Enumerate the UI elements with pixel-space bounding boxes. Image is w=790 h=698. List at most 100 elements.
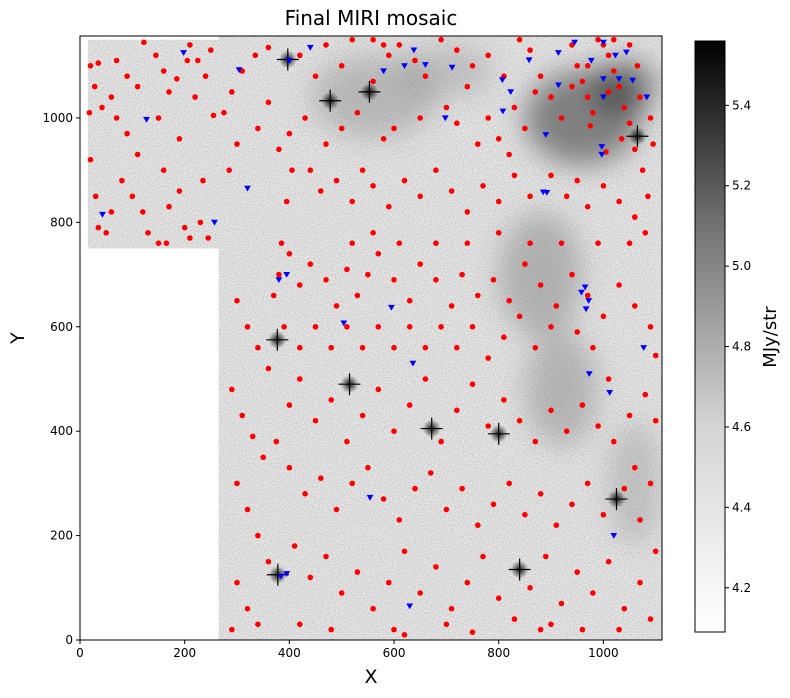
data-point-circle — [537, 282, 544, 288]
data-point-circle — [579, 402, 586, 408]
data-point-circle — [255, 532, 261, 539]
data-point-circle — [386, 579, 392, 586]
x-tick-label: 1000 — [588, 646, 619, 660]
data-point-triangle — [587, 57, 595, 64]
data-point-circle — [579, 78, 586, 85]
data-point-circle — [574, 569, 580, 575]
data-point-circle — [543, 553, 549, 560]
data-point-circle — [145, 230, 151, 236]
data-point-circle — [265, 365, 272, 372]
data-point-triangle — [340, 320, 348, 327]
data-point-circle — [506, 297, 512, 304]
data-point-circle — [181, 224, 188, 231]
data-point-circle — [642, 230, 649, 236]
x-axis: 0 200 400 600 800 1000 — [76, 640, 619, 660]
data-point-circle — [485, 423, 492, 429]
data-point-triangle — [525, 57, 533, 64]
data-point-circle — [590, 109, 596, 116]
data-point-circle — [621, 485, 628, 492]
data-point-circle — [569, 83, 575, 90]
data-point-circle — [95, 60, 102, 66]
data-point-circle — [391, 344, 397, 351]
data-point-circle — [443, 506, 450, 513]
data-point-circle — [600, 511, 607, 518]
data-point-circle — [229, 89, 235, 95]
data-point-circle — [412, 485, 418, 492]
data-point-circle — [344, 438, 350, 445]
data-point-circle — [527, 193, 533, 200]
data-point-triangle — [143, 116, 150, 123]
data-point-circle — [99, 104, 105, 111]
data-point-circle — [307, 167, 314, 173]
data-point-circle — [574, 329, 580, 335]
data-point-circle — [475, 522, 481, 528]
data-point-circle — [584, 480, 591, 487]
data-point-circle — [344, 324, 350, 330]
data-point-circle — [95, 224, 102, 231]
data-point-circle — [605, 558, 612, 565]
data-point-circle — [616, 626, 622, 633]
data-point-circle — [511, 616, 518, 622]
data-point-circle — [422, 73, 429, 79]
data-point-circle — [221, 109, 227, 116]
y-tick-label: 600 — [50, 320, 73, 334]
data-point-circle — [124, 130, 130, 137]
data-point-circle — [632, 146, 638, 153]
data-point-circle — [401, 548, 408, 555]
data-point-triangle — [275, 277, 283, 283]
data-point-triangle — [277, 573, 285, 580]
data-point-circle — [276, 146, 282, 153]
data-point-circle — [386, 52, 392, 59]
data-point-circle — [611, 438, 617, 445]
data-point-triangle — [643, 94, 651, 101]
data-point-circle — [490, 501, 497, 508]
data-point-circle — [485, 355, 492, 361]
data-point-circle — [166, 89, 172, 95]
data-point-circle — [616, 198, 622, 205]
data-point-circle — [563, 193, 570, 200]
data-point-circle — [490, 277, 497, 283]
data-point-circle — [454, 407, 460, 414]
data-point-circle — [632, 303, 638, 309]
data-point-circle — [174, 76, 180, 82]
data-point-circle — [234, 141, 240, 147]
data-point-circle — [647, 324, 654, 330]
data-point-circle — [134, 151, 141, 158]
data-point-circle — [459, 485, 465, 492]
data-point-circle — [396, 240, 403, 246]
data-point-circle — [454, 47, 460, 53]
data-point-circle — [200, 177, 206, 184]
data-point-circle — [202, 73, 209, 79]
data-point-circle — [480, 183, 486, 189]
data-point-circle — [616, 83, 622, 90]
data-point-circle — [495, 595, 502, 601]
data-point-circle — [639, 167, 646, 173]
data-point-circle — [370, 36, 376, 43]
data-point-circle — [349, 36, 356, 43]
data-point-circle — [205, 235, 211, 241]
data-point-triangle — [578, 289, 585, 296]
data-point-triangle — [610, 533, 618, 539]
data-point-triangle — [612, 52, 619, 59]
data-point-circle — [501, 397, 507, 403]
data-point-circle — [650, 141, 656, 147]
data-point-circle — [587, 123, 594, 129]
data-point-circle — [291, 543, 298, 549]
data-point-circle — [113, 115, 120, 121]
data-point-circle — [433, 564, 439, 570]
data-point-triangle — [448, 64, 456, 71]
data-point-circle — [645, 193, 651, 200]
x-tick-label: 600 — [383, 646, 406, 660]
data-point-circle — [637, 517, 643, 523]
data-point-circle — [527, 240, 533, 246]
data-point-circle — [501, 334, 507, 341]
data-point-circle — [401, 632, 408, 638]
data-point-circle — [626, 240, 633, 246]
data-point-triangle — [582, 306, 590, 313]
data-point-circle — [475, 141, 481, 147]
data-point-circle — [417, 261, 424, 267]
data-point-circle — [187, 235, 193, 241]
data-point-circle — [255, 125, 261, 132]
data-point-triangle — [585, 298, 593, 304]
data-point-triangle — [640, 345, 648, 351]
